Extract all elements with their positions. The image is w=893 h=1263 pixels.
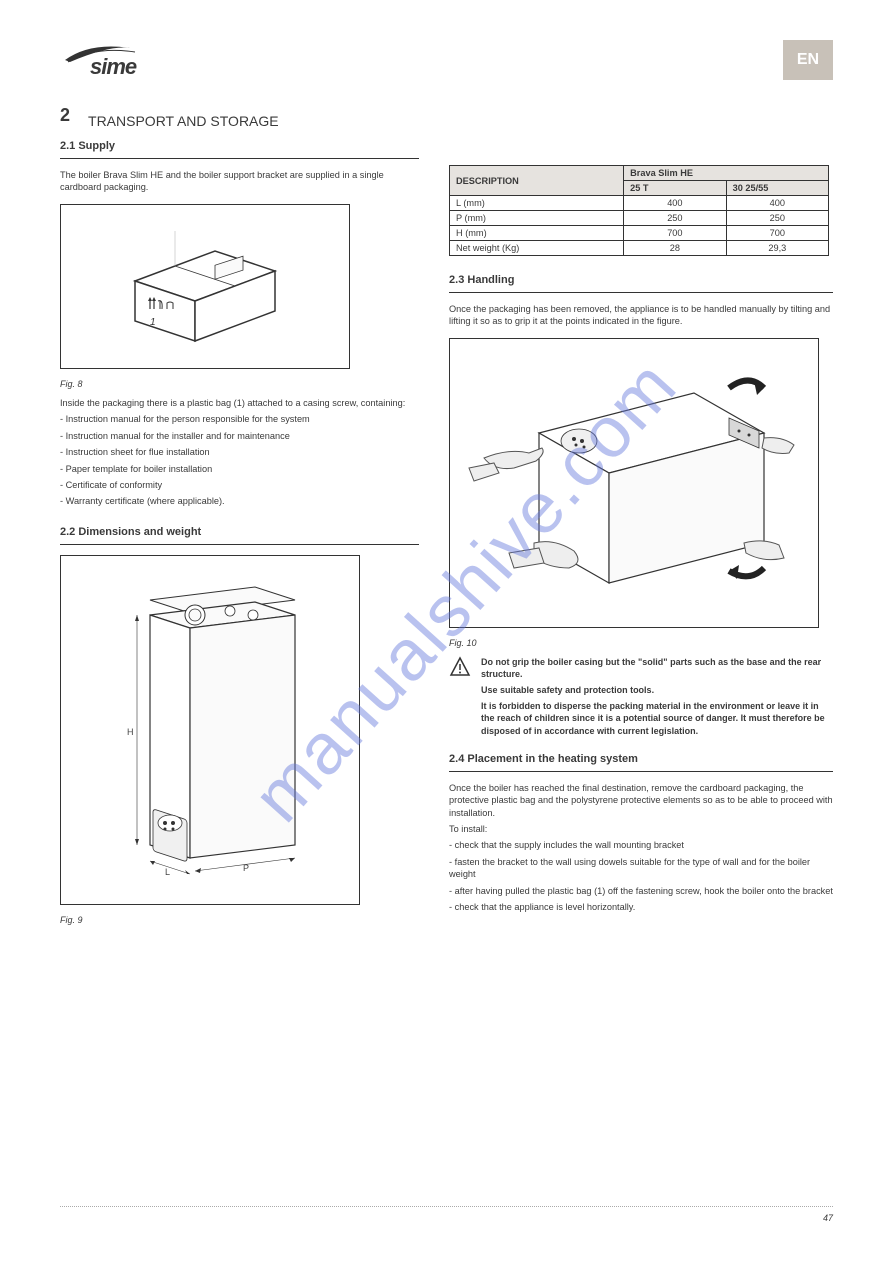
left-column: 2 TRANSPORT AND STORAGE 2.1 Supply The b… [60,105,419,933]
section-number: 2 [60,105,70,126]
supply-li1: - Instruction manual for the person resp… [60,413,419,425]
page-footer: 47 [60,1206,833,1223]
svg-text:H: H [127,727,134,737]
table-row: Net weight (Kg) 28 29,3 [450,241,829,256]
supply-li5: - Certificate of conformity [60,479,419,491]
table-row: L (mm) 400 400 [450,196,829,211]
supply-items-intro: Inside the packaging there is a plastic … [60,397,419,409]
page-header: sime EN [60,40,833,80]
figure-10-box [449,338,819,628]
fig10-label: Fig. 10 [449,638,833,648]
placement-li2: - fasten the bracket to the wall using d… [449,856,833,881]
section-transport-storage: 2 TRANSPORT AND STORAGE [60,105,419,132]
divider [449,771,833,772]
th-model-group: Brava Slim HE [624,166,829,181]
sime-logo: sime [60,40,170,80]
table-row: H (mm) 700 700 [450,226,829,241]
cardboard-box-drawing: 1 [105,221,305,351]
handling-text: Once the packaging has been removed, the… [449,303,833,328]
th-description: DESCRIPTION [450,166,624,196]
figure-9-box: H L P [60,555,360,905]
supply-intro: The boiler Brava Slim HE and the boiler … [60,169,419,194]
warn-line1: Do not grip the boiler casing but the "s… [481,656,833,680]
supply-li4: - Paper template for boiler installation [60,463,419,475]
logo-text: sime [90,54,136,80]
placement-heading: 2.4 Placement in the heating system [449,753,833,765]
warning-icon [449,656,471,737]
page-number: 47 [823,1213,833,1223]
th-30: 30 25/55 [726,181,828,196]
table-row: P (mm) 250 250 [450,211,829,226]
dimensions-table: DESCRIPTION Brava Slim HE 25 T 30 25/55 … [449,165,829,256]
svg-text:P: P [243,863,249,873]
handling-drawing [464,353,804,613]
handling-heading: 2.3 Handling [449,274,833,286]
supply-li6: - Warranty certificate (where applicable… [60,495,419,507]
supply-li2: - Instruction manual for the installer a… [60,430,419,442]
divider [449,292,833,293]
warn-line2: Use suitable safety and protection tools… [481,684,833,696]
warn-line3: It is forbidden to disperse the packing … [481,700,833,736]
warning-block: Do not grip the boiler casing but the "s… [449,656,833,737]
fig8-label: Fig. 8 [60,379,419,389]
figure-8-box: 1 [60,204,350,369]
supply-li3: - Instruction sheet for flue installatio… [60,446,419,458]
fig9-label: Fig. 9 [60,915,419,925]
section-title: TRANSPORT AND STORAGE [88,113,279,129]
svg-text:1: 1 [150,317,156,328]
divider [60,544,419,545]
placement-p1: Once the boiler has reached the final de… [449,782,833,819]
right-column: DESCRIPTION Brava Slim HE 25 T 30 25/55 … [449,105,833,933]
dimensions-heading: 2.2 Dimensions and weight [60,526,419,538]
country-badge: EN [783,40,833,80]
svg-text:L: L [165,867,170,877]
placement-p2: To install: [449,823,833,835]
supply-heading: 2.1 Supply [60,140,419,152]
divider [60,158,419,159]
placement-li3: - after having pulled the plastic bag (1… [449,885,833,897]
placement-li1: - check that the supply includes the wal… [449,839,833,851]
boiler-dimensions-drawing: H L P [95,575,325,885]
placement-li4: - check that the appliance is level hori… [449,901,833,913]
th-25t: 25 T [624,181,726,196]
